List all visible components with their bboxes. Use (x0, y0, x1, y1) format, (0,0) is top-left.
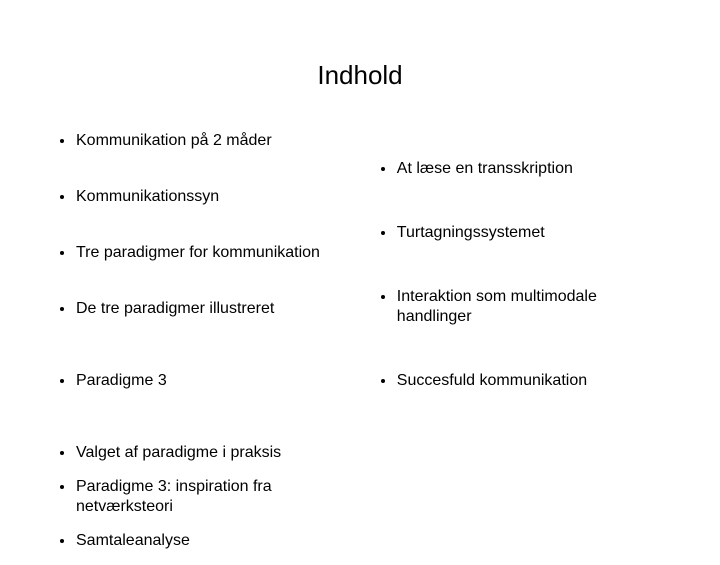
list-item: Valget af paradigme i praksis (60, 443, 365, 463)
bullet-text: De tre paradigmer illustreret (76, 299, 274, 319)
bullet-text: Valget af paradigme i praksis (76, 443, 281, 463)
list-item: Succesfuld kommunikation (381, 371, 670, 391)
bullet-text: Kommunikation på 2 måder (76, 131, 272, 151)
bullet-icon (60, 251, 64, 255)
bullet-text: Paradigme 3 (76, 371, 167, 391)
bullet-text: Turtagningssystemet (397, 223, 545, 243)
bullet-icon (381, 379, 385, 383)
list-item: Samtaleanalyse (60, 531, 365, 551)
list-item: Paradigme 3 (60, 371, 365, 391)
left-column: Kommunikation på 2 måder Kommunikationss… (40, 131, 373, 565)
bullet-text: Succesfuld kommunikation (397, 371, 587, 391)
bullet-icon (60, 307, 64, 311)
list-item: At læse en transskription (381, 159, 670, 179)
list-item: Paradigme 3: inspiration fra netværksteo… (60, 477, 365, 517)
slide-title: Indhold (40, 60, 680, 91)
bullet-icon (60, 379, 64, 383)
list-item: De tre paradigmer illustreret (60, 299, 365, 319)
list-item: Kommunikationssyn (60, 187, 365, 207)
bullet-icon (60, 451, 64, 455)
bullet-icon (60, 139, 64, 143)
bullet-icon (60, 485, 64, 489)
list-item: Tre paradigmer for kommunikation (60, 243, 365, 263)
slide: Indhold Kommunikation på 2 måder Kommuni… (0, 0, 720, 540)
list-item: Interaktion som multimodale handlinger (381, 287, 670, 327)
list-item: Kommunikation på 2 måder (60, 131, 365, 151)
bullet-icon (381, 295, 385, 299)
bullet-icon (381, 231, 385, 235)
bullet-text: Tre paradigmer for kommunikation (76, 243, 320, 263)
bullet-icon (381, 167, 385, 171)
right-column: At læse en transskription Turtagningssys… (373, 131, 680, 565)
bullet-text: Interaktion som multimodale handlinger (397, 287, 670, 327)
bullet-text: Kommunikationssyn (76, 187, 219, 207)
bullet-text: Samtaleanalyse (76, 531, 190, 551)
list-item: Turtagningssystemet (381, 223, 670, 243)
bullet-text: At læse en transskription (397, 159, 573, 179)
bullet-icon (60, 195, 64, 199)
content-columns: Kommunikation på 2 måder Kommunikationss… (40, 131, 680, 565)
bullet-text: Paradigme 3: inspiration fra netværksteo… (76, 477, 365, 517)
